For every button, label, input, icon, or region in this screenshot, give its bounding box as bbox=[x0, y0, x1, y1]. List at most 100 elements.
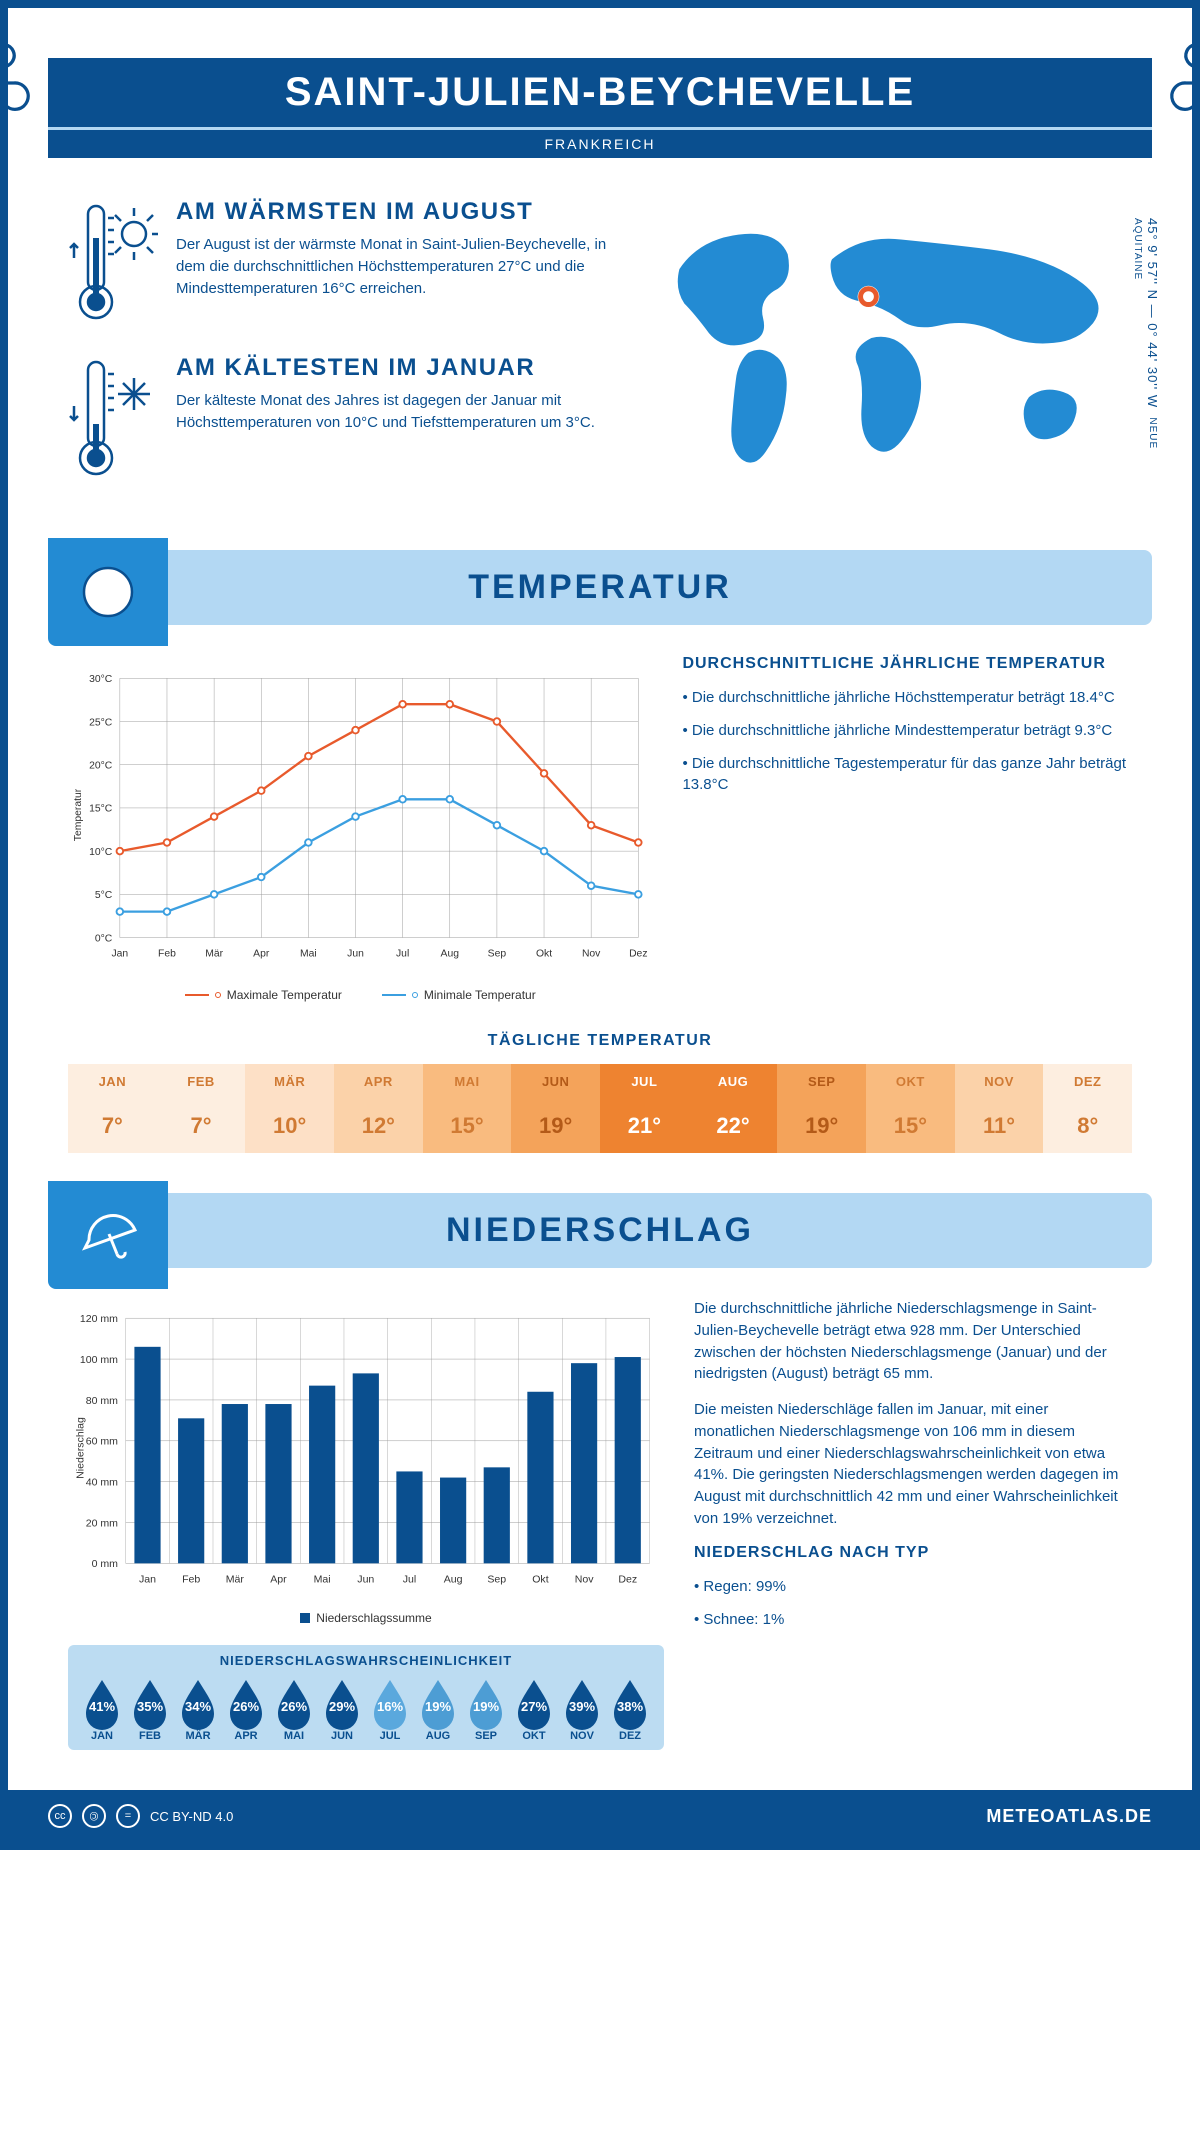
thermometer-snow-icon bbox=[68, 354, 158, 484]
warmest-block: AM WÄRMSTEN IM AUGUST Der August ist der… bbox=[68, 198, 610, 328]
svg-text:Aug: Aug bbox=[444, 1574, 463, 1586]
precip-drop: 26%APR bbox=[224, 1676, 268, 1742]
daily-cell: DEZ8° bbox=[1043, 1064, 1132, 1153]
svg-text:Mai: Mai bbox=[314, 1574, 331, 1586]
footer: cc 🄯 = CC BY-ND 4.0 METEOATLAS.DE bbox=[8, 1790, 1192, 1842]
umbrella-icon bbox=[48, 1181, 168, 1289]
page: SAINT-JULIEN-BEYCHEVELLE FRANKREICH AM W… bbox=[0, 0, 1200, 1850]
svg-text:80 mm: 80 mm bbox=[86, 1395, 118, 1407]
precip-drop: 41%JAN bbox=[80, 1676, 124, 1742]
svg-text:Dez: Dez bbox=[629, 948, 647, 959]
svg-text:Sep: Sep bbox=[487, 1574, 506, 1586]
precip-drop: 16%JUL bbox=[368, 1676, 412, 1742]
temperature-section-head: TEMPERATUR bbox=[48, 550, 1152, 625]
temperature-chart: 0°C 5°C 10°C 15°C 20°C 25°C 30°C Jan Feb Mär Apr Ma… bbox=[68, 655, 652, 1002]
svg-text:0 mm: 0 mm bbox=[92, 1558, 119, 1570]
coords-text: 45° 9' 57'' N — 0° 44' 30'' W NEUE AQUIT… bbox=[1130, 218, 1160, 510]
svg-text:Jul: Jul bbox=[403, 1574, 417, 1586]
svg-text:Jan: Jan bbox=[111, 948, 128, 959]
page-title: SAINT-JULIEN-BEYCHEVELLE bbox=[48, 70, 1152, 115]
svg-text:Aug: Aug bbox=[441, 948, 460, 959]
daily-temp-title: TÄGLICHE TEMPERATUR bbox=[8, 1032, 1192, 1050]
svg-text:Jun: Jun bbox=[347, 948, 364, 959]
daily-cell: OKT15° bbox=[866, 1064, 955, 1153]
daily-cell: FEB7° bbox=[157, 1064, 246, 1153]
by-icon: 🄯 bbox=[82, 1804, 106, 1828]
svg-text:Nov: Nov bbox=[575, 1574, 595, 1586]
precip-drop: 34%MÄR bbox=[176, 1676, 220, 1742]
header: SAINT-JULIEN-BEYCHEVELLE FRANKREICH bbox=[48, 58, 1152, 158]
precip-drop: 19%AUG bbox=[416, 1676, 460, 1742]
svg-text:Apr: Apr bbox=[253, 948, 270, 959]
temp-side-item: • Die durchschnittliche jährliche Mindes… bbox=[682, 720, 1132, 741]
precip-prob-title: NIEDERSCHLAGSWAHRSCHEINLICHKEIT bbox=[76, 1653, 656, 1668]
section-title-temperature: TEMPERATUR bbox=[48, 568, 1152, 607]
precip-prob-box: NIEDERSCHLAGSWAHRSCHEINLICHKEIT 41%JAN35… bbox=[68, 1645, 664, 1750]
warmest-text: Der August ist der wärmste Monat in Sain… bbox=[176, 234, 610, 299]
precip-type-title: NIEDERSCHLAG NACH TYP bbox=[694, 1544, 1132, 1562]
precip-drop: 39%NOV bbox=[560, 1676, 604, 1742]
daily-temp-table: JAN7°FEB7°MÄR10°APR12°MAI15°JUN19°JUL21°… bbox=[68, 1064, 1132, 1153]
sun-icon bbox=[48, 538, 168, 646]
daily-cell: MÄR10° bbox=[245, 1064, 334, 1153]
precip-section-head: NIEDERSCHLAG bbox=[48, 1193, 1152, 1268]
svg-text:30°C: 30°C bbox=[89, 674, 113, 685]
daily-cell: SEP19° bbox=[777, 1064, 866, 1153]
daily-cell: NOV11° bbox=[955, 1064, 1044, 1153]
svg-text:Feb: Feb bbox=[158, 948, 176, 959]
info-row: AM WÄRMSTEN IM AUGUST Der August ist der… bbox=[8, 158, 1192, 530]
precip-type-item: • Regen: 99% bbox=[694, 1576, 1132, 1597]
svg-text:15°C: 15°C bbox=[89, 804, 113, 815]
svg-text:Mär: Mär bbox=[205, 948, 223, 959]
precip-chart: 0 mm 20 mm 40 mm 60 mm 80 mm 100 mm 120 mm Jan F… bbox=[68, 1298, 664, 1750]
cc-icon: cc bbox=[48, 1804, 72, 1828]
svg-text:0°C: 0°C bbox=[95, 933, 113, 944]
svg-text:Mai: Mai bbox=[300, 948, 317, 959]
coldest-block: AM KÄLTESTEN IM JANUAR Der kälteste Mona… bbox=[68, 354, 610, 484]
daily-cell: APR12° bbox=[334, 1064, 423, 1153]
precip-drop: 29%JUN bbox=[320, 1676, 364, 1742]
precip-drop: 26%MAI bbox=[272, 1676, 316, 1742]
temperature-legend: Maximale Temperatur Minimale Temperatur bbox=[68, 988, 652, 1002]
precip-drop: 27%OKT bbox=[512, 1676, 556, 1742]
temp-side-item: • Die durchschnittliche jährliche Höchst… bbox=[682, 687, 1132, 708]
daily-cell: JUN19° bbox=[511, 1064, 600, 1153]
svg-text:Okt: Okt bbox=[532, 1574, 548, 1586]
temp-side-item: • Die durchschnittliche Tagestemperatur … bbox=[682, 753, 1132, 795]
svg-text:Jun: Jun bbox=[357, 1574, 374, 1586]
license: cc 🄯 = CC BY-ND 4.0 bbox=[48, 1804, 233, 1828]
svg-text:40 mm: 40 mm bbox=[86, 1476, 118, 1488]
precip-text-2: Die meisten Niederschläge fallen im Janu… bbox=[694, 1399, 1132, 1530]
daily-cell: JAN7° bbox=[68, 1064, 157, 1153]
precip-summary: Die durchschnittliche jährliche Niedersc… bbox=[694, 1298, 1132, 1750]
precip-drop: 35%FEB bbox=[128, 1676, 172, 1742]
section-title-precip: NIEDERSCHLAG bbox=[48, 1211, 1152, 1250]
svg-text:Temperatur: Temperatur bbox=[73, 788, 84, 841]
wind-icon bbox=[1142, 38, 1200, 128]
svg-text:Jul: Jul bbox=[396, 948, 409, 959]
coldest-title: AM KÄLTESTEN IM JANUAR bbox=[176, 354, 610, 382]
svg-text:Sep: Sep bbox=[488, 948, 507, 959]
precip-drop: 19%SEP bbox=[464, 1676, 508, 1742]
svg-text:120 mm: 120 mm bbox=[80, 1313, 118, 1325]
daily-cell: AUG22° bbox=[689, 1064, 778, 1153]
svg-text:25°C: 25°C bbox=[89, 717, 113, 728]
svg-text:60 mm: 60 mm bbox=[86, 1436, 118, 1448]
svg-text:20 mm: 20 mm bbox=[86, 1517, 118, 1529]
svg-text:Dez: Dez bbox=[618, 1574, 637, 1586]
svg-text:Nov: Nov bbox=[582, 948, 601, 959]
svg-text:Okt: Okt bbox=[536, 948, 552, 959]
temperature-summary: DURCHSCHNITTLICHE JÄHRLICHE TEMPERATUR •… bbox=[682, 655, 1132, 1002]
subtitle: FRANKREICH bbox=[48, 127, 1152, 158]
svg-text:100 mm: 100 mm bbox=[80, 1354, 118, 1366]
svg-text:10°C: 10°C bbox=[89, 847, 113, 858]
svg-text:Mär: Mär bbox=[226, 1574, 245, 1586]
map-region: 45° 9' 57'' N — 0° 44' 30'' W NEUE AQUIT… bbox=[640, 198, 1132, 510]
warmest-title: AM WÄRMSTEN IM AUGUST bbox=[176, 198, 610, 226]
svg-text:Feb: Feb bbox=[182, 1574, 200, 1586]
precip-legend: Niederschlagssumme bbox=[68, 1611, 664, 1625]
svg-text:20°C: 20°C bbox=[89, 760, 113, 771]
svg-text:5°C: 5°C bbox=[95, 890, 113, 901]
svg-text:Jan: Jan bbox=[139, 1574, 156, 1586]
site-name: METEOATLAS.DE bbox=[986, 1806, 1152, 1827]
